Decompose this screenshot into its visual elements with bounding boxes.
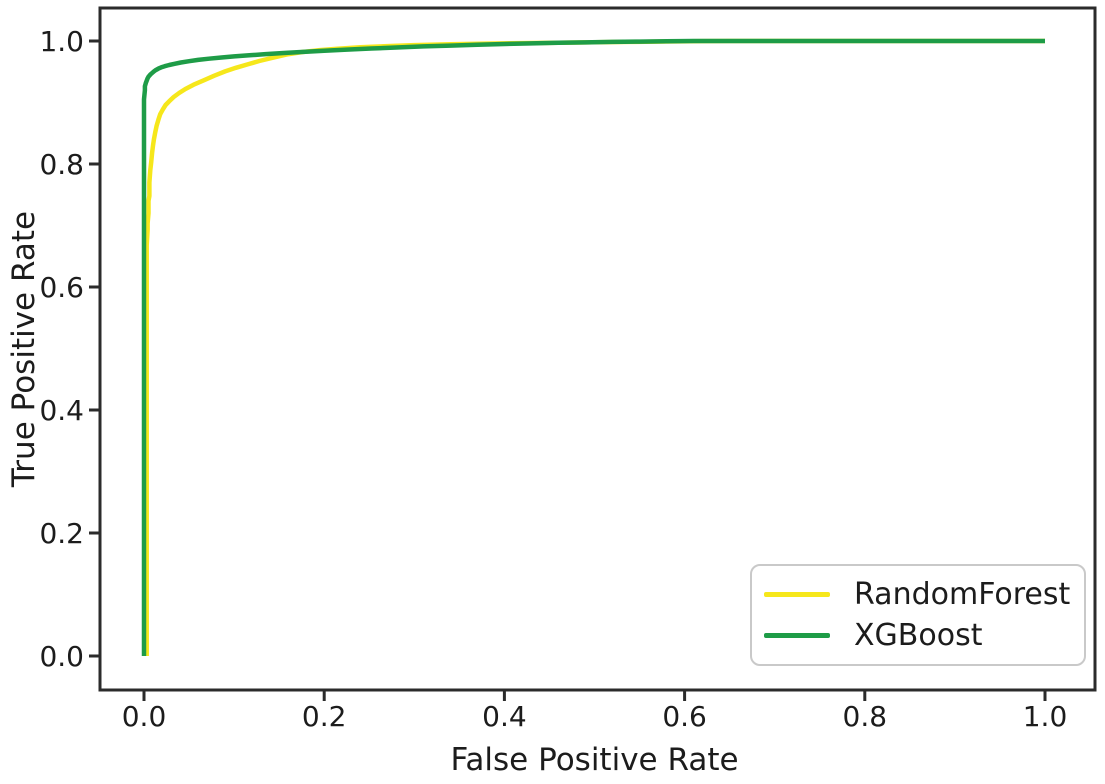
legend-label-randomforest: RandomForest xyxy=(854,576,1071,612)
legend: RandomForest XGBoost xyxy=(750,564,1086,666)
x-tick-label: 0.2 xyxy=(302,700,347,733)
legend-row-xgboost: XGBoost xyxy=(764,617,1074,653)
x-tick-label: 0.6 xyxy=(662,700,707,733)
x-axis-label: False Positive Rate xyxy=(450,742,739,778)
legend-row-randomforest: RandomForest xyxy=(764,576,1074,612)
randomforest-line-swatch xyxy=(764,592,830,597)
x-tick-label: 0.8 xyxy=(843,700,888,733)
legend-label-xgboost: XGBoost xyxy=(854,617,983,653)
x-tick-label: 1.0 xyxy=(1023,700,1068,733)
y-tick-label: 0.0 xyxy=(39,640,84,673)
y-tick-label: 1.0 xyxy=(39,25,84,58)
roc-curve-xgboost xyxy=(141,38,1045,656)
x-tick-label: 0.4 xyxy=(482,700,527,733)
y-tick-label: 0.4 xyxy=(39,394,84,427)
y-tick-label: 0.2 xyxy=(39,517,84,550)
y-tick-label: 0.8 xyxy=(39,148,84,181)
y-axis-label: True Positive Rate xyxy=(6,210,42,488)
axes-frame xyxy=(98,6,1097,692)
x-tick-label: 0.0 xyxy=(122,700,167,733)
xgboost-line-swatch xyxy=(764,633,830,638)
y-tick-label: 0.6 xyxy=(39,271,84,304)
